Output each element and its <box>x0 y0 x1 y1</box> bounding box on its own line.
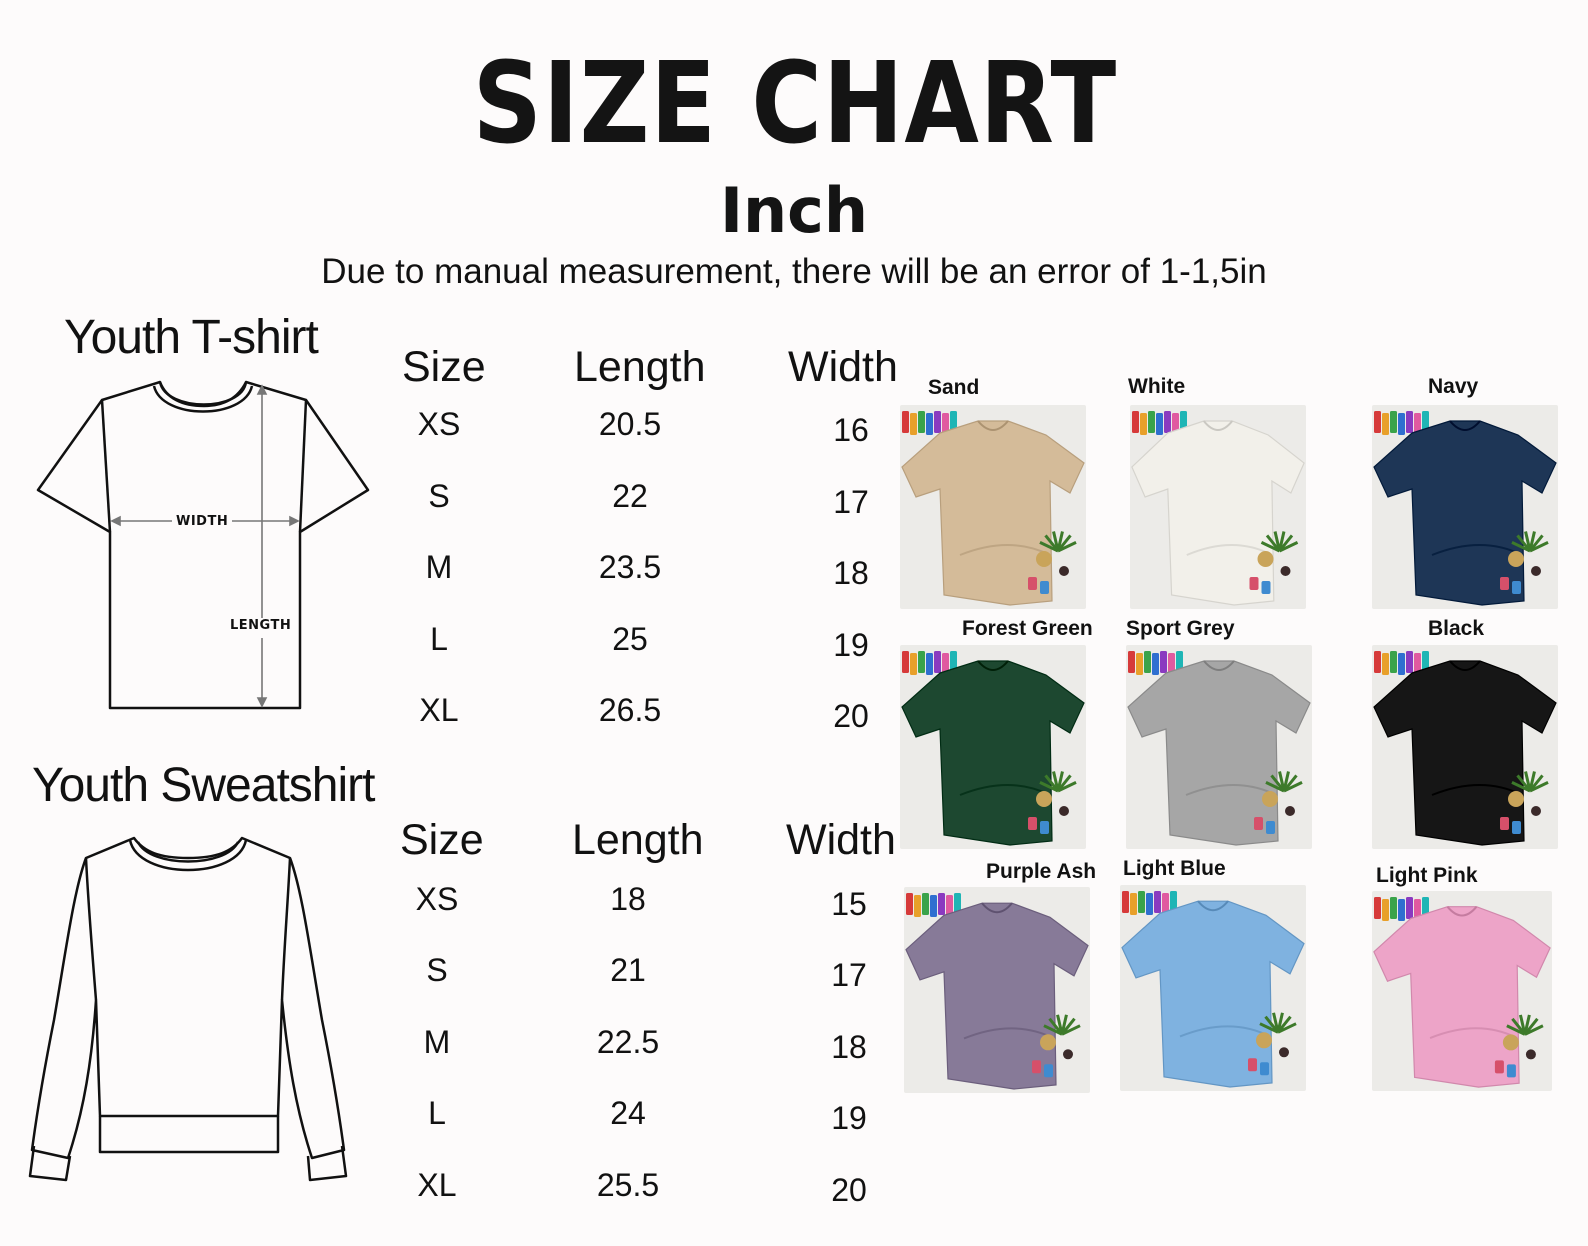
color-name-sport-grey: Sport Grey <box>1126 617 1235 640</box>
table-cell-length: 18 <box>610 881 646 917</box>
swatch-photo <box>1372 891 1552 1091</box>
plant-icon <box>1248 1012 1297 1076</box>
plant-icon <box>1032 1014 1081 1078</box>
plant-icon <box>1028 531 1077 594</box>
tshirt-length-header: Length <box>574 343 706 391</box>
plant-icon <box>1028 771 1077 834</box>
table-cell-size: XL <box>417 1167 457 1203</box>
thread-spools-icon <box>1374 411 1429 435</box>
unit-label: Inch <box>719 174 869 247</box>
color-name-purple-ash: Purple Ash <box>986 860 1097 883</box>
table-cell-width: 16 <box>833 412 869 448</box>
thread-spools-icon <box>902 651 957 675</box>
color-name-forest-green: Forest Green <box>962 617 1093 640</box>
table-cell-length: 23.5 <box>598 549 662 585</box>
table-cell-width: 19 <box>831 1100 867 1136</box>
color-name-navy: Navy <box>1428 375 1479 398</box>
color-name-black: Black <box>1428 617 1485 640</box>
tshirt-collar <box>1203 420 1233 431</box>
table-cell-width: 18 <box>831 1029 867 1065</box>
swatch-photo <box>1126 645 1312 849</box>
thread-spools-icon <box>906 893 961 917</box>
swatch-photo <box>900 405 1086 609</box>
swatch-photo <box>1120 885 1306 1091</box>
sweatshirt-section-title: Youth Sweatshirt <box>32 759 375 812</box>
tshirt-fold <box>1429 1027 1518 1039</box>
table-cell-size: S <box>428 478 450 514</box>
swatch-photo <box>904 887 1090 1093</box>
sweatshirt-length-header: Length <box>572 816 704 864</box>
page-title: SIZE CHART <box>472 39 1118 169</box>
thread-spools-icon <box>1374 651 1429 675</box>
table-cell-width: 15 <box>831 886 867 922</box>
sweatshirt-width-header: Width <box>786 816 896 864</box>
plant-icon <box>1500 771 1549 834</box>
table-cell-size: M <box>425 549 453 585</box>
swatch-photo <box>900 645 1086 849</box>
swatch-light-pink[interactable] <box>1372 891 1552 1091</box>
plant-icon <box>1494 1014 1544 1078</box>
thread-spools-icon <box>1128 651 1183 675</box>
swatch-photo <box>1130 405 1306 609</box>
table-cell-length: 22 <box>612 478 648 514</box>
table-cell-width: 19 <box>833 627 869 663</box>
swatch-photo <box>1372 405 1558 609</box>
swatch-forest-green[interactable] <box>900 645 1086 849</box>
tshirt-collar <box>1449 660 1481 671</box>
tshirt-collar <box>1449 420 1481 431</box>
tshirt-collar <box>1446 906 1478 917</box>
tshirt-collar <box>1197 900 1229 912</box>
thread-spools-icon <box>1122 891 1177 915</box>
measurement-note: Due to manual measurement, there will be… <box>321 252 1267 291</box>
plant-icon <box>1254 771 1303 834</box>
table-cell-size: XL <box>419 692 459 728</box>
table-cell-size: XS <box>417 406 461 442</box>
table-cell-size: XS <box>415 881 459 917</box>
table-cell-size: L <box>428 1095 446 1131</box>
table-cell-width: 17 <box>831 957 867 993</box>
table-cell-size: S <box>426 952 448 988</box>
swatch-sport-grey[interactable] <box>1126 645 1312 849</box>
table-cell-width: 17 <box>833 484 869 520</box>
table-cell-length: 26.5 <box>598 692 662 728</box>
table-cell-width: 20 <box>831 1172 867 1208</box>
table-cell-size: M <box>423 1024 451 1060</box>
plant-icon <box>1500 531 1549 594</box>
tshirt-width-header: Width <box>788 343 898 391</box>
table-cell-size: L <box>430 621 448 657</box>
tshirt-size-header: Size <box>402 343 486 391</box>
color-name-sand: Sand <box>928 376 980 399</box>
swatch-navy[interactable] <box>1372 405 1558 609</box>
table-cell-width: 20 <box>833 698 869 734</box>
table-cell-width: 18 <box>833 555 869 591</box>
table-cell-length: 20.5 <box>598 406 662 442</box>
tshirt-collar <box>1203 660 1235 671</box>
tshirt-collar <box>977 660 1009 671</box>
tshirt-collar <box>977 420 1009 431</box>
width-diagram-label: WIDTH <box>176 514 229 529</box>
table-cell-length: 25.5 <box>596 1167 660 1203</box>
table-cell-length: 24 <box>610 1095 646 1131</box>
swatch-sand[interactable] <box>900 405 1086 609</box>
swatch-white[interactable] <box>1130 405 1306 609</box>
plant-icon <box>1249 531 1299 594</box>
sweatshirt-outline-icon <box>28 836 348 1182</box>
swatch-black[interactable] <box>1372 645 1558 849</box>
color-name-white: White <box>1128 375 1186 398</box>
tshirt-outline-icon <box>36 380 370 710</box>
table-cell-length: 25 <box>612 621 648 657</box>
table-cell-length: 21 <box>610 952 646 988</box>
tshirt-section-title: Youth T-shirt <box>64 311 319 364</box>
tshirt-collar <box>981 902 1013 914</box>
thread-spools-icon <box>902 411 957 435</box>
color-name-light-blue: Light Blue <box>1123 857 1226 880</box>
color-name-light-pink: Light Pink <box>1376 864 1478 887</box>
table-cell-length: 22.5 <box>596 1024 660 1060</box>
length-diagram-label: LENGTH <box>230 618 292 633</box>
sweatshirt-size-header: Size <box>400 816 484 864</box>
swatch-purple-ash[interactable] <box>904 887 1090 1093</box>
swatch-photo <box>1372 645 1558 849</box>
swatch-light-blue[interactable] <box>1120 885 1306 1091</box>
